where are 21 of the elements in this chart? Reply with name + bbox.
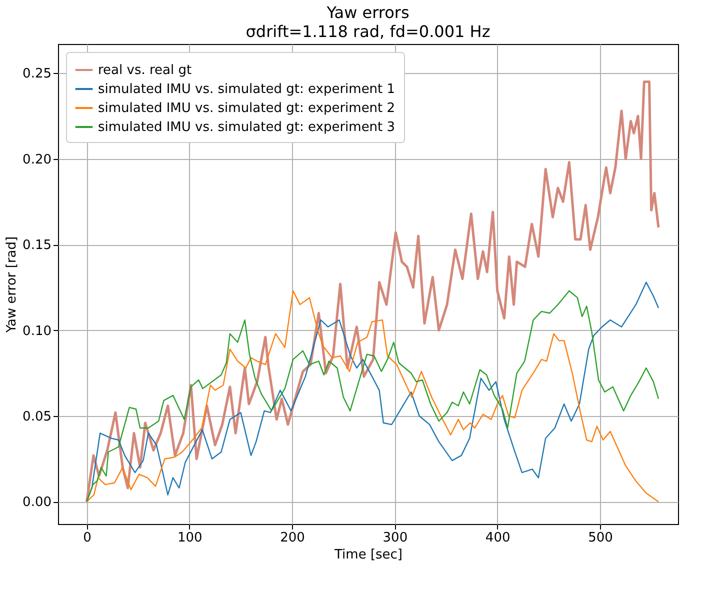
x-tick-label: 200 (280, 530, 305, 546)
x-tick-label: 500 (588, 530, 613, 546)
chart-title: Yaw errors (326, 3, 410, 22)
y-axis-title: Yaw error [rad] (4, 236, 20, 334)
x-tick-label: 100 (177, 530, 202, 546)
y-tick-label: 0.25 (22, 66, 52, 82)
y-tick-label: 0.00 (22, 495, 52, 510)
legend-label: simulated IMU vs. simulated gt: experiment 3 (98, 120, 396, 135)
y-tick-label: 0.20 (22, 152, 52, 168)
legend-label: real vs. real gt (98, 63, 192, 78)
chart-subtitle: σdrift=1.118 rad, fd=0.001 Hz (246, 22, 490, 41)
legend-label: simulated IMU vs. simulated gt: experiment 1 (98, 82, 396, 97)
x-tick-label: 400 (485, 530, 510, 546)
y-tick-label: 0.05 (22, 410, 52, 424)
legend-label: simulated IMU vs. simulated gt: experiment 2 (98, 101, 396, 116)
x-tick-label: 300 (382, 530, 408, 546)
y-tick-label: 0.15 (22, 238, 52, 254)
line-series (85, 80, 660, 503)
x-tick-label: 0 (83, 530, 92, 546)
x-axis-title: Time [sec] (333, 548, 403, 562)
y-tick-label: 0.10 (22, 324, 52, 339)
